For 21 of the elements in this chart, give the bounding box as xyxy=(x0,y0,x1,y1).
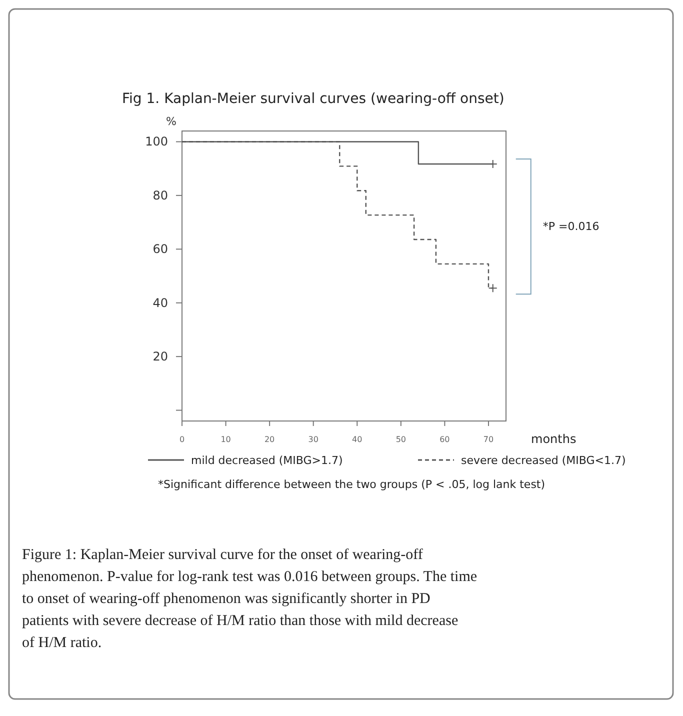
x-tick-label: 40 xyxy=(352,435,362,444)
legend-label: mild decreased (MIBG>1.7) xyxy=(191,454,343,467)
y-axis-title: % xyxy=(166,115,176,128)
y-tick-label: 20 xyxy=(152,350,168,364)
x-tick-label: 30 xyxy=(308,435,318,444)
x-tick-label: 60 xyxy=(440,435,450,444)
legend-label: severe decreased (MIBG<1.7) xyxy=(461,454,626,467)
y-tick-label: 80 xyxy=(152,188,168,202)
x-tick-label: 10 xyxy=(220,435,231,444)
x-tick-label: 20 xyxy=(264,435,275,444)
text: *Significant difference between the two groups (P < .05, log lank test) xyxy=(158,478,546,491)
x-tick-label: 0 xyxy=(179,435,185,444)
x-axis-title: months xyxy=(531,432,576,446)
text: *P =0.016 xyxy=(542,220,600,234)
y-tick-label: 40 xyxy=(152,296,168,310)
y-tick-label: 100 xyxy=(145,134,168,149)
y-tick-label: 60 xyxy=(152,242,168,256)
caption: Figure 1: Kaplan-Meier survival curve for the onset of wearing-off phenomenon. P-value for log-rank test was 0.016 between groups. The time to onset of wearing-off phenomenon was significantly shorter in PD patients with severe decrease of H/M ratio than those with mild decrease of H/M ratio. xyxy=(22,547,478,651)
x-tick-label: 70 xyxy=(483,435,494,444)
x-tick-label: 50 xyxy=(396,435,406,444)
chart-title: Fig 1. Kaplan-Meier survival curves (wearing-off onset) xyxy=(122,91,504,107)
